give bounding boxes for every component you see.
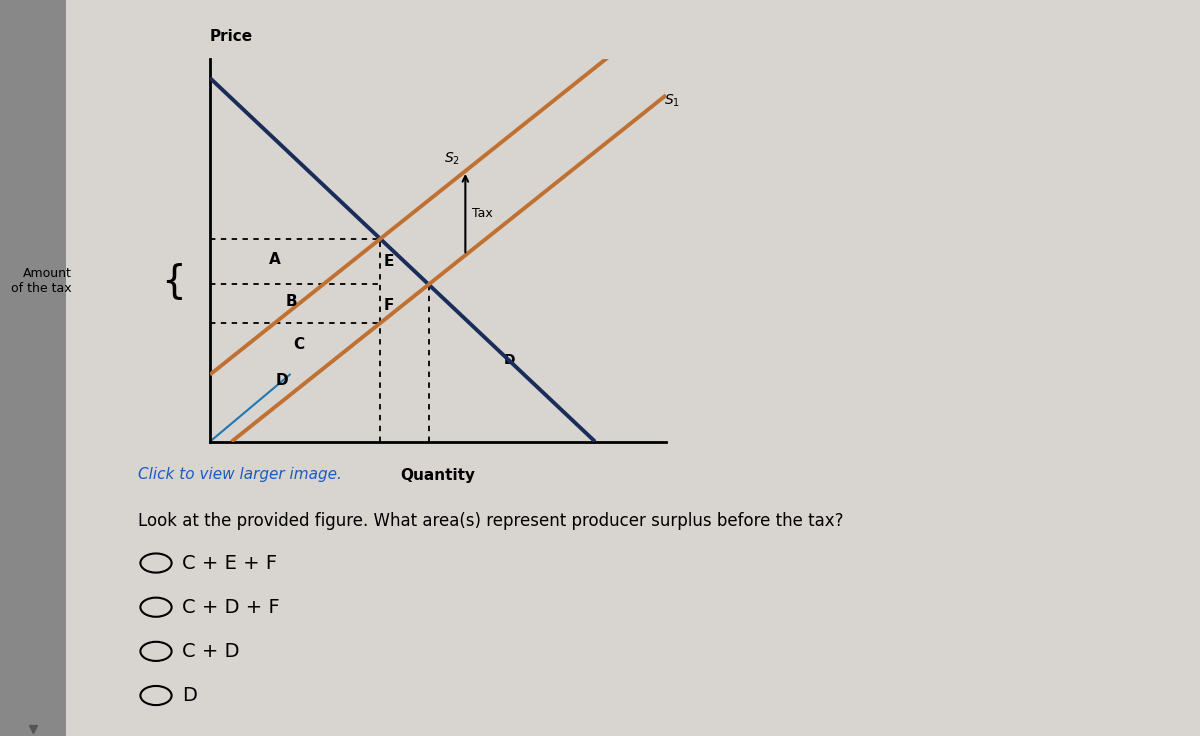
- Text: C + D + F: C + D + F: [182, 598, 280, 617]
- Text: A: A: [269, 252, 281, 267]
- Text: D: D: [182, 686, 197, 705]
- Text: Price: Price: [210, 29, 253, 43]
- Text: C: C: [293, 336, 304, 352]
- Text: {: {: [161, 262, 186, 300]
- Text: C + E + F: C + E + F: [182, 553, 277, 573]
- Text: B: B: [286, 294, 298, 309]
- Text: E: E: [383, 254, 394, 269]
- Text: Amount
of the tax: Amount of the tax: [11, 267, 72, 295]
- Text: C + D: C + D: [182, 642, 240, 661]
- Text: Look at the provided figure. What area(s) represent producer surplus before the : Look at the provided figure. What area(s…: [138, 512, 844, 529]
- Text: $S_1$: $S_1$: [664, 93, 679, 109]
- Text: Quantity: Quantity: [401, 468, 475, 484]
- Text: F: F: [383, 298, 394, 313]
- Text: D: D: [275, 373, 288, 388]
- Text: Tax: Tax: [473, 207, 493, 219]
- Text: $S_2$: $S_2$: [444, 150, 460, 167]
- Text: Click to view larger image.: Click to view larger image.: [138, 467, 342, 482]
- Text: D: D: [504, 353, 516, 367]
